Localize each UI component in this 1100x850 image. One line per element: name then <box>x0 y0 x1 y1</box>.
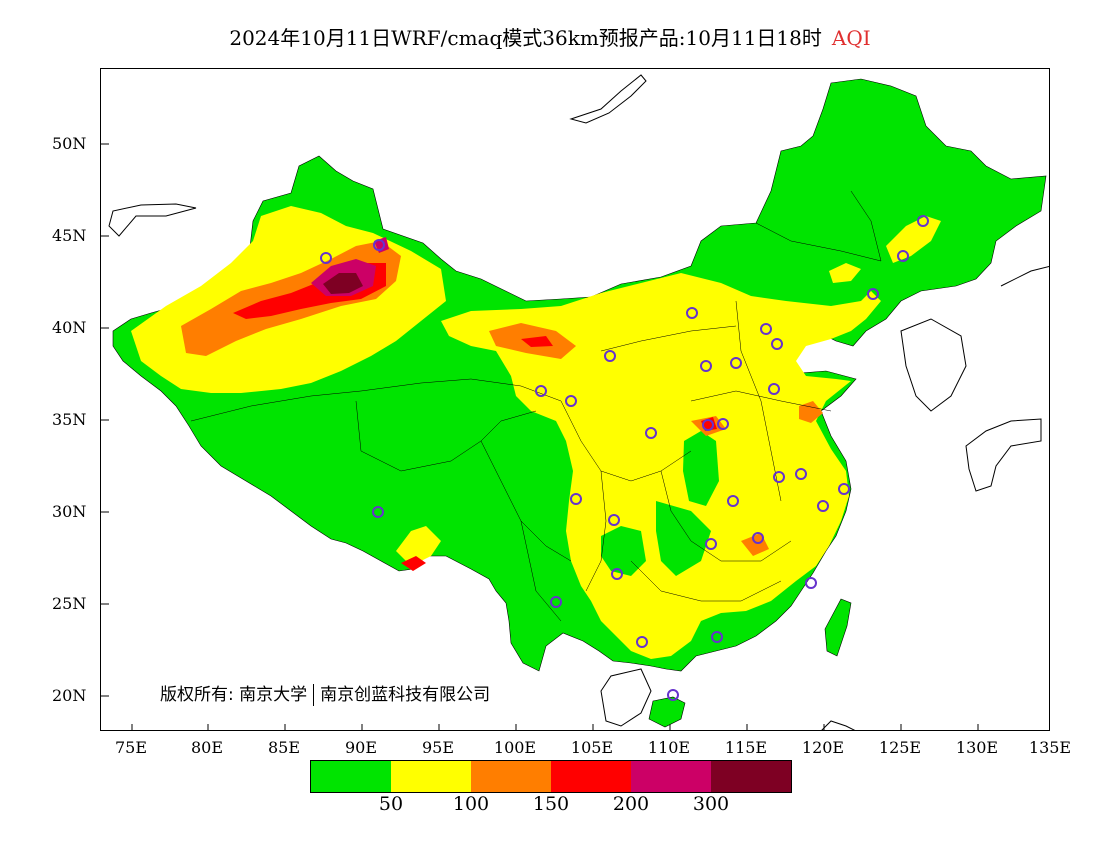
lon-label-115e: 115E <box>724 738 768 757</box>
map-title: 2024年10月11日WRF/cmaq模式36km预报产品:10月11日18时 A… <box>0 22 1100 51</box>
lon-label-95e: 95E <box>421 738 455 757</box>
lat-label-45n: 45N <box>52 226 87 245</box>
legend-swatch-very-unhealthy <box>631 761 711 792</box>
legend-label-200: 200 <box>612 793 650 815</box>
lat-label-40n: 40N <box>52 318 87 337</box>
lat-label-25n: 25N <box>52 594 87 613</box>
province-boundaries <box>190 190 882 622</box>
axis-ticks <box>101 143 979 730</box>
lon-label-110e: 110E <box>647 738 691 757</box>
lat-label-30n: 30N <box>52 502 87 521</box>
lat-label-35n: 35N <box>52 410 87 429</box>
aqi-legend <box>310 760 792 793</box>
station-markers <box>320 215 929 701</box>
lon-label-90e: 90E <box>344 738 378 757</box>
title-product: AQI <box>831 26 871 50</box>
title-main: 2024年10月11日WRF/cmaq模式36km预报产品:10月11日18时 <box>229 26 822 50</box>
lon-label-105e: 105E <box>570 738 614 757</box>
legend-label-300: 300 <box>692 793 730 815</box>
copyright-notice: 版权所有: 南京大学 南京创蓝科技有限公司 <box>160 680 490 706</box>
taiwan-island <box>824 598 852 657</box>
legend-swatch-good <box>311 761 391 792</box>
legend-label-50: 50 <box>378 793 404 815</box>
legend-label-100: 100 <box>452 793 490 815</box>
aqi-good-patches <box>601 431 719 576</box>
lat-label-50n: 50N <box>52 134 87 153</box>
copyright-right: 南京创蓝科技有限公司 <box>320 685 491 705</box>
lat-label-20n: 20N <box>52 686 87 705</box>
legend-swatch-hazardous <box>711 761 791 792</box>
lon-label-125e: 125E <box>878 738 922 757</box>
legend-swatch-moderate <box>391 761 471 792</box>
copyright-left: 版权所有: 南京大学 <box>160 685 308 705</box>
legend-swatch-unhealthy-sensitive <box>471 761 551 792</box>
legend-swatch-unhealthy <box>551 761 631 792</box>
aqi-map <box>101 74 1049 730</box>
lon-label-85e: 85E <box>267 738 301 757</box>
legend-label-150: 150 <box>532 793 570 815</box>
aqi-hazardous-regions <box>323 273 363 294</box>
map-frame <box>100 68 1050 731</box>
lon-label-120e: 120E <box>801 738 845 757</box>
lon-label-130e: 130E <box>955 738 999 757</box>
lon-label-80e: 80E <box>190 738 224 757</box>
copyright-separator <box>313 684 315 706</box>
lon-label-135e: 135E <box>1028 738 1072 757</box>
lon-label-100e: 100E <box>493 738 537 757</box>
lon-label-75e: 75E <box>114 738 148 757</box>
neighbor-coastlines <box>108 74 1049 730</box>
hainan-island <box>648 696 686 728</box>
